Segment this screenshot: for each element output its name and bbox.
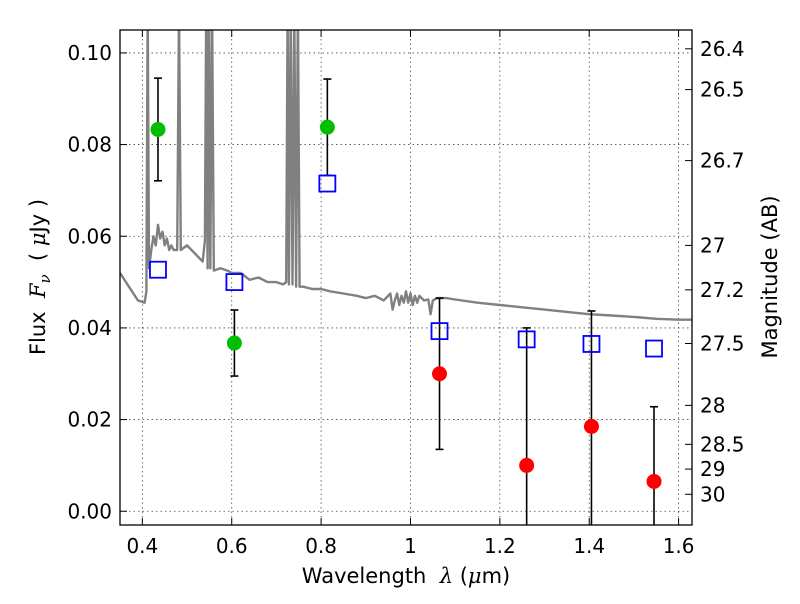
x-tick-label: 0.6 [216,534,248,558]
model-bandpass-point [149,260,167,279]
nondetection-point [583,418,599,434]
y2-axis-title: Magnitude (AB) [758,195,782,358]
model-spectrum [120,30,692,321]
nondetection-point [432,366,448,382]
y-tick-label: 0.02 [67,408,112,432]
x-tick-label: 1.4 [573,534,605,558]
x-axis-title: Wavelength λ (μm) [302,564,510,588]
grid [120,30,692,525]
y-tick-label: 0.06 [67,224,112,248]
y-tick-label: 0.00 [67,499,112,523]
detection-point [226,335,242,351]
y-tick-label: 0.10 [67,41,112,65]
y2-tick-label: 30 [700,482,725,506]
y2-tick-label: 29 [700,457,725,481]
x-tick-label: 0.8 [305,534,337,558]
y2-tick-label: 26.5 [700,78,745,102]
y2-tick-label: 27.5 [700,332,745,356]
detection-point [150,121,166,137]
model-bandpass-point [582,335,601,353]
x-tick-label: 1.2 [484,534,516,558]
model-bandpass-point [430,322,449,341]
nondetection-point [646,473,662,489]
nondetection-point [519,457,535,473]
x-axis-ticks: 0.4 0.6 0.8 1 1.2 1.4 1.6 [126,30,695,558]
y2-tick-label: 26.7 [700,149,745,173]
detection-point [319,119,335,135]
data-markers [149,119,663,489]
x-tick-label: 0.4 [126,534,158,558]
y2-tick-label: 27.2 [700,278,745,302]
model-bandpass-point [225,273,244,291]
model-spectrum-line [120,30,692,321]
y2-tick-label: 26.4 [700,37,745,61]
y-tick-label: 0.04 [67,316,112,340]
y2-tick-label: 27 [700,233,725,257]
plot-frame [119,29,693,526]
y2-tick-label: 28.5 [700,432,745,456]
x-tick-label: 1 [404,534,417,558]
y-axis-ticks: 0.00 0.02 0.04 0.06 0.08 0.10 [67,41,127,523]
y-tick-label: 0.08 [67,133,112,157]
model-bandpass-point [645,339,663,358]
model-bandpass-point [318,174,337,193]
x-tick-label: 1.6 [663,534,695,558]
y2-tick-label: 28 [700,393,725,417]
y-axis-title: Flux Fν ( μJy ) [26,199,54,355]
model-bandpass-point [517,330,536,349]
